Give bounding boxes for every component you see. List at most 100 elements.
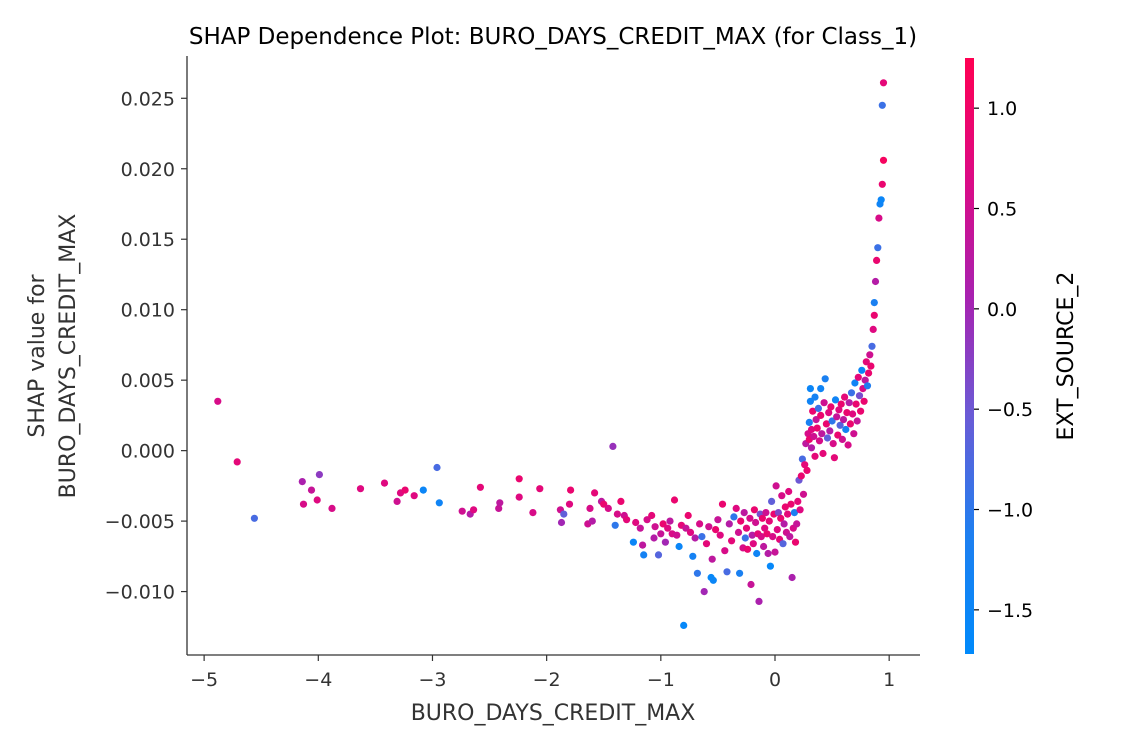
data-point [307,486,316,494]
x-tick-label: −4 [304,669,332,691]
data-point [867,362,875,370]
data-point [380,479,389,487]
data-point [716,531,724,539]
data-point [757,533,765,541]
data-point [650,534,658,542]
data-point [682,524,690,532]
data-point [299,500,308,508]
y-tick-label: 0.005 [121,370,175,392]
colorbar-ticks: −1.5 −1.0 −0.5 0.0 0.5 1.0 [974,98,1033,622]
data-point [798,455,807,463]
data-point [820,399,828,407]
data-point [565,500,574,508]
data-point [689,552,697,560]
data-point [784,510,792,518]
data-point [790,508,799,517]
data-point [611,521,619,529]
data-point [878,180,886,188]
data-point [843,409,851,417]
data-point [750,506,759,514]
data-point [648,511,656,520]
data-point [836,421,844,429]
colorbar-tick-label: −0.5 [987,399,1033,421]
data-point [806,397,815,405]
data-point [823,434,832,442]
data-point [801,461,809,469]
data-point [700,588,708,596]
data-point [860,397,868,405]
data-point [747,580,755,589]
x-tick-label: −5 [190,669,218,691]
data-point [810,432,818,441]
data-point [613,510,622,518]
data-point [495,504,503,512]
data-point [773,526,781,534]
data-point [233,458,241,466]
data-point [763,530,771,538]
data-point [879,156,888,164]
data-point [861,376,869,384]
data-point [853,417,861,425]
data-point [865,369,873,377]
data-point [654,551,663,559]
plot-area: −5 −4 −3 −2 −1 0 1 −0.010 −0.005 0.000 0.005 0.010… [105,56,920,691]
colorbar: −1.5 −1.0 −0.5 0.0 0.5 1.0 EXT_SOURCE_2 [965,58,1079,654]
data-point [799,490,808,498]
data-point [393,497,401,505]
data-point [871,277,880,286]
data-point [708,555,716,563]
data-point [696,520,704,528]
data-point [847,389,856,397]
points-layer [214,79,888,630]
data-point [772,482,780,490]
data-point [741,534,749,542]
data-point [732,504,740,512]
data-point [777,514,785,522]
data-point [826,427,834,435]
data-point [837,400,845,408]
data-point [691,534,699,542]
data-point [604,504,612,512]
data-point [863,382,872,390]
colorbar-tick-label: −1.5 [987,600,1033,622]
data-point [639,541,647,549]
data-point [736,569,744,577]
data-point [817,411,825,419]
data-point [868,342,876,350]
data-point [844,441,852,449]
data-point [869,325,877,333]
y-tick-label: 0.010 [121,300,175,322]
data-point [807,425,816,434]
data-point [812,416,820,424]
data-point [698,533,706,541]
data-point [755,597,763,606]
y-axis-ticks: −0.010 −0.005 0.000 0.005 0.010 0.015 0.020 0.0… [105,88,187,604]
colorbar-gradient [965,58,974,654]
data-point [833,413,841,421]
data-point [328,504,336,512]
data-point [702,540,711,548]
colorbar-tick-label: 0.0 [987,299,1017,321]
data-point [818,430,826,438]
x-tick-label: 1 [883,669,895,691]
data-point [765,517,773,525]
data-point [821,375,829,383]
data-point [854,373,862,381]
data-point [588,517,596,525]
data-point [803,466,811,474]
data-point [721,547,729,555]
data-point [746,514,754,522]
data-point [819,449,827,458]
data-point [851,379,859,387]
data-point [753,549,761,558]
y-axis-title-line2: BURO_DAYS_CREDIT_MAX [56,214,81,499]
data-point [842,425,850,434]
data-point [831,396,840,404]
data-point [313,496,321,504]
data-point [709,576,717,584]
data-point [877,196,885,204]
x-axis-ticks: −5 −4 −3 −2 −1 0 1 [190,655,895,691]
data-point [643,516,651,524]
data-point [600,500,608,508]
data-point [768,497,776,505]
